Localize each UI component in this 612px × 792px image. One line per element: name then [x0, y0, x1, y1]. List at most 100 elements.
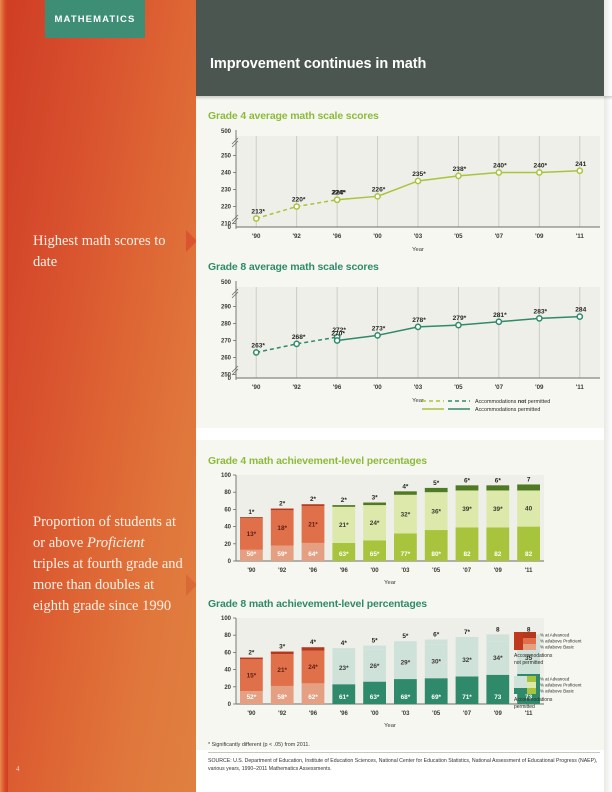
svg-text:3*: 3*: [372, 495, 379, 502]
svg-text:273*: 273*: [372, 325, 386, 332]
svg-text:220*: 220*: [292, 197, 306, 204]
svg-text:% at/above Basic: % at/above Basic: [540, 645, 575, 650]
svg-text:5*: 5*: [402, 633, 409, 640]
pull-quote-2: Proportion of students at or above Profi…: [33, 512, 183, 617]
svg-text:58*: 58*: [277, 694, 287, 701]
pull-quote-2-part-b: triples at fourth grade and more than do…: [33, 556, 183, 615]
svg-text:6*: 6*: [464, 477, 471, 484]
svg-text:'96: '96: [333, 384, 342, 391]
svg-text:Accommodations not permitted: Accommodations not permitted: [475, 399, 550, 405]
svg-text:'96: '96: [340, 568, 349, 574]
svg-text:Accommodations permitted: Accommodations permitted: [475, 407, 540, 413]
svg-text:281*: 281*: [493, 312, 507, 319]
svg-text:% at/above Basic: % at/above Basic: [540, 689, 575, 694]
subject-tab-label: MATHEMATICS: [54, 13, 136, 25]
svg-text:65*: 65*: [370, 551, 380, 558]
card-divider: [196, 428, 612, 440]
svg-text:40: 40: [525, 506, 533, 513]
pull-quote-2-emphasis: Proficient: [86, 535, 145, 552]
svg-text:21*: 21*: [277, 667, 287, 674]
svg-text:% at/above Proficient: % at/above Proficient: [540, 683, 582, 688]
svg-text:213*: 213*: [251, 208, 265, 215]
svg-text:238*: 238*: [453, 166, 467, 173]
svg-text:21*: 21*: [308, 522, 318, 529]
svg-text:Accommodations: Accommodations: [514, 653, 553, 659]
svg-text:5*: 5*: [433, 480, 440, 487]
svg-text:6*: 6*: [433, 632, 440, 639]
svg-text:29*: 29*: [401, 659, 411, 666]
svg-text:'96: '96: [309, 568, 318, 574]
svg-text:15*: 15*: [247, 672, 257, 679]
svg-text:Year: Year: [412, 398, 424, 404]
svg-text:250: 250: [221, 373, 232, 379]
svg-text:280: 280: [221, 321, 232, 327]
svg-text:20: 20: [224, 542, 231, 548]
svg-text:240: 240: [221, 170, 232, 176]
svg-text:63*: 63*: [370, 694, 380, 701]
svg-text:100: 100: [221, 616, 232, 622]
svg-text:73: 73: [525, 694, 533, 701]
svg-text:270*: 270*: [331, 331, 345, 338]
svg-text:63*: 63*: [339, 551, 349, 558]
svg-text:21*: 21*: [339, 522, 349, 529]
svg-text:226*: 226*: [372, 186, 386, 193]
svg-text:0: 0: [228, 225, 232, 231]
chart-grade4-bars: 0 20 40 60 80 100 50* 13* 1* '90 59* 18* 2* '92 64* 21*…: [196, 467, 612, 592]
svg-text:5*: 5*: [372, 638, 379, 645]
svg-text:'00: '00: [373, 384, 382, 391]
svg-text:32*: 32*: [401, 511, 411, 518]
svg-text:80: 80: [224, 633, 231, 639]
svg-text:73: 73: [494, 694, 502, 701]
svg-text:'05: '05: [454, 233, 463, 240]
svg-text:230: 230: [221, 188, 232, 194]
subject-tab-mathematics: MATHEMATICS: [45, 0, 145, 38]
svg-text:279*: 279*: [453, 315, 467, 322]
svg-text:82: 82: [463, 551, 471, 558]
svg-text:224*: 224*: [332, 190, 346, 197]
svg-text:'05: '05: [454, 384, 463, 391]
svg-text:'96: '96: [340, 711, 349, 717]
svg-text:62*: 62*: [308, 694, 318, 701]
svg-text:Year: Year: [384, 723, 396, 729]
svg-text:'96: '96: [309, 711, 318, 717]
svg-text:'11: '11: [525, 711, 533, 717]
pull-quote-1: Highest math scores to date: [33, 233, 166, 270]
svg-text:permitted: permitted: [514, 704, 535, 710]
svg-text:32*: 32*: [462, 657, 472, 664]
svg-text:23*: 23*: [339, 665, 349, 672]
svg-text:270: 270: [221, 339, 232, 345]
chart-grade8-bars: 0 20 40 60 80 100 52* 15* 2* '90 58* 21* 3* '92 62* 24*…: [196, 610, 612, 735]
svg-text:'92: '92: [278, 711, 287, 717]
svg-text:not permitted: not permitted: [514, 660, 543, 666]
svg-text:80: 80: [224, 490, 231, 496]
chart-title-grade8-bars: Grade 8 math achievement-level percentag…: [208, 598, 427, 610]
svg-text:'05: '05: [432, 568, 441, 574]
svg-text:52*: 52*: [247, 694, 257, 701]
svg-text:500: 500: [221, 280, 232, 286]
source-note: SOURCE: U.S. Department of Education, In…: [208, 758, 598, 773]
svg-text:39*: 39*: [462, 506, 472, 513]
svg-text:'00: '00: [371, 568, 380, 574]
svg-text:35: 35: [525, 655, 533, 662]
svg-text:40: 40: [224, 668, 231, 674]
svg-text:6*: 6*: [495, 477, 502, 484]
svg-text:'96: '96: [333, 233, 342, 240]
svg-text:'11: '11: [525, 568, 533, 574]
page-title: Improvement continues in math: [210, 56, 427, 72]
header-drop-shadow: [196, 96, 612, 100]
svg-text:% at/above Proficient: % at/above Proficient: [540, 639, 582, 644]
svg-text:272*: 272*: [332, 327, 346, 334]
svg-text:8: 8: [496, 626, 500, 633]
svg-text:'09: '09: [494, 568, 503, 574]
svg-text:18*: 18*: [277, 525, 287, 532]
significance-footnote: * Significantly different (p < .05) from…: [208, 742, 310, 748]
svg-text:'03: '03: [401, 568, 410, 574]
svg-text:'05: '05: [432, 711, 441, 717]
chart-grade8-line: 0 500 250 260 270 280 290 263* 268* 272* 270* 273* 2…: [196, 273, 612, 428]
source-divider: [208, 752, 600, 753]
svg-text:64*: 64*: [308, 551, 318, 558]
svg-text:278*: 278*: [412, 317, 426, 324]
svg-text:'07: '07: [463, 568, 472, 574]
svg-text:224*: 224*: [331, 190, 345, 197]
svg-text:2*: 2*: [248, 650, 255, 657]
